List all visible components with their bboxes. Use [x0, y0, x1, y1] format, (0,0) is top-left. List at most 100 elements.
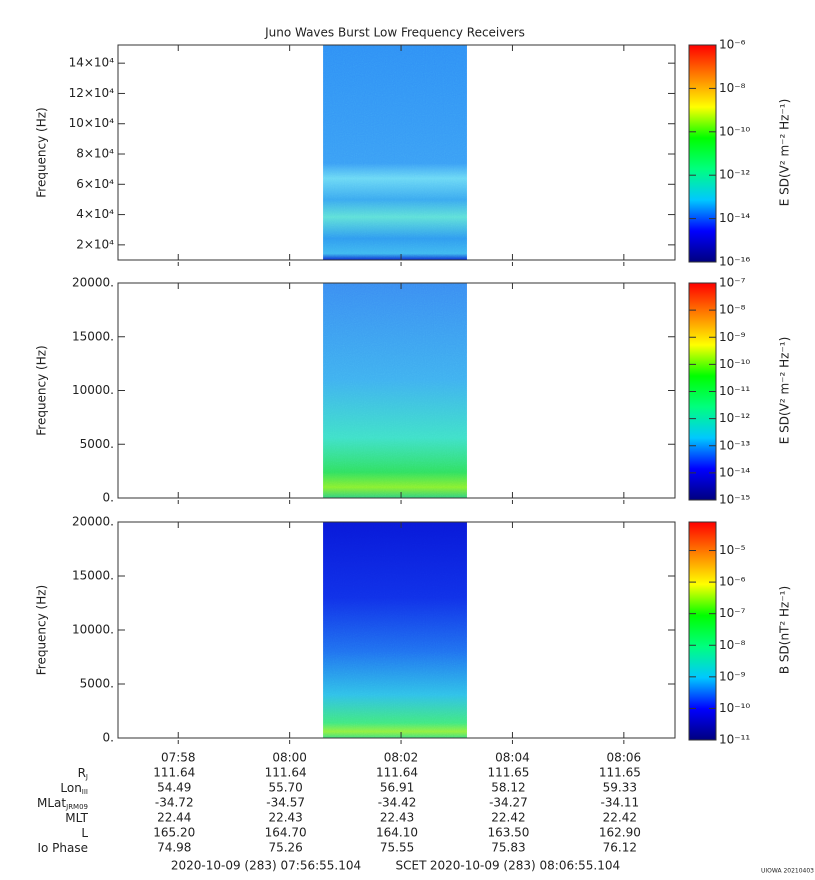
y-tick-label: 0.	[103, 491, 114, 505]
colorbar-tick-label: 10⁻⁸	[719, 303, 746, 317]
ephemeris-value: 74.98	[157, 841, 191, 855]
ephemeris-label: MLT	[65, 811, 88, 825]
colorbar-tick-label: 10⁻¹²	[719, 411, 750, 425]
colorbar-tick-label: 10⁻¹¹	[719, 733, 750, 747]
y-tick-label: 6×10⁴	[76, 177, 114, 191]
ephemeris-label: Io Phase	[37, 841, 88, 855]
ephemeris-value: -34.72	[155, 796, 194, 810]
y-axis-label: Frequency (Hz)	[35, 107, 49, 198]
x-tick-label: 08:06	[607, 751, 642, 765]
colorbar-tick-label: 10⁻⁸	[719, 81, 746, 95]
ephemeris-value: -34.11	[601, 796, 640, 810]
y-tick-label: 10000.	[72, 383, 114, 397]
footer-frame: SCET	[396, 859, 428, 873]
y-tick-label: 15000.	[72, 329, 114, 343]
y-tick-label: 15000.	[72, 569, 114, 583]
y-tick-label: 12×10⁴	[69, 86, 115, 100]
ephemeris-value: 111.65	[487, 766, 529, 780]
y-tick-label: 2×10⁴	[76, 237, 114, 251]
footer-start: 2020-10-09 (283) 07:56:55.104	[171, 859, 361, 873]
colorbar-tick-label: 10⁻¹⁵	[719, 493, 750, 507]
colorbar-tick-label: 10⁻¹⁴	[719, 211, 750, 225]
ephemeris-value: 22.43	[380, 811, 414, 825]
x-tick-label: 08:00	[272, 751, 307, 765]
colorbar-tick-label: 10⁻¹¹	[719, 384, 750, 398]
footer-end: 2020-10-09 (283) 08:06:55.104	[430, 859, 620, 873]
ephemeris-label: RJ	[78, 766, 88, 782]
speckle	[323, 45, 467, 260]
colorbar-tick-label: 10⁻¹²	[719, 168, 750, 182]
ephemeris-label: MLatJRM09	[37, 796, 88, 812]
ephemeris-label-text: MLT	[65, 811, 88, 825]
colorbar-label: B SD(nT² Hz⁻¹)	[778, 586, 792, 674]
ephemeris-label-text: R	[78, 766, 86, 780]
y-tick-label: 8×10⁴	[76, 147, 114, 161]
y-tick-label: 4×10⁴	[76, 207, 114, 221]
colorbar-tick-label: 10⁻⁹	[719, 669, 746, 683]
ephemeris-value: -34.57	[266, 796, 305, 810]
y-tick-label: 0.	[103, 731, 114, 745]
ephemeris-value: 162.90	[599, 826, 641, 840]
colorbar-tick-label: 10⁻¹⁴	[719, 465, 750, 479]
colorbar-tick-label: 10⁻⁶	[719, 38, 746, 52]
ephemeris-label: L	[81, 826, 88, 840]
colorbar	[688, 44, 717, 263]
ephemeris-value: 22.42	[491, 811, 525, 825]
ephemeris-label-sub: J	[85, 773, 88, 781]
y-tick-label: 10000.	[72, 623, 114, 637]
y-tick-label: 14×10⁴	[69, 56, 115, 70]
colorbar-tick-label: 10⁻¹⁰	[719, 357, 750, 371]
colorbar-tick-label: 10⁻¹⁰	[719, 124, 750, 138]
ephemeris-value: 164.70	[265, 826, 307, 840]
y-axis-label: Frequency (Hz)	[35, 585, 49, 676]
ephemeris-value: 58.12	[491, 781, 525, 795]
ephemeris-value: 56.91	[380, 781, 414, 795]
ephemeris-label-text: L	[81, 826, 88, 840]
x-tick-label: 08:02	[384, 751, 419, 765]
x-tick-label: 07:58	[161, 751, 196, 765]
ephemeris-value: 164.10	[376, 826, 418, 840]
y-tick-label: 5000.	[80, 677, 114, 691]
ephemeris-value: 165.20	[153, 826, 195, 840]
chart-title: Juno Waves Burst Low Frequency Receivers	[264, 26, 525, 40]
ephemeris-label: LonIII	[60, 781, 88, 797]
plot-frame	[117, 44, 676, 261]
colorbar-tick-label: 10⁻⁷	[719, 606, 746, 620]
ephemeris-value: 22.44	[157, 811, 191, 825]
x-tick-label: 08:04	[495, 751, 530, 765]
ephemeris-value: 22.43	[268, 811, 302, 825]
ephemeris-value: 22.42	[603, 811, 637, 825]
y-axis-label: Frequency (Hz)	[35, 345, 49, 436]
colorbar-tick-label: 10⁻¹³	[719, 438, 750, 452]
ephemeris-value: 75.26	[268, 841, 302, 855]
ephemeris-value: 75.83	[491, 841, 525, 855]
ephemeris-value: 75.55	[380, 841, 414, 855]
ephemeris-label-text: Lon	[60, 781, 81, 795]
ephemeris-value: 76.12	[603, 841, 637, 855]
colorbar-tick-label: 10⁻⁷	[719, 276, 746, 290]
ephemeris-value: 54.49	[157, 781, 191, 795]
ephemeris-label-sub: JRM09	[65, 803, 88, 811]
ephemeris-label-text: MLat	[37, 796, 66, 810]
y-tick-label: 20000.	[72, 515, 114, 529]
colorbar-tick-label: 10⁻¹⁶	[719, 255, 750, 269]
colorbar-tick-label: 10⁻⁸	[719, 638, 746, 652]
ephemeris-label-sub: III	[82, 788, 88, 796]
y-tick-label: 5000.	[80, 437, 114, 451]
credit: UIOWA 20210403	[761, 868, 814, 875]
y-tick-label: 20000.	[72, 276, 114, 290]
ephemeris-value: -34.42	[378, 796, 417, 810]
ephemeris-value: 111.65	[599, 766, 641, 780]
speckle	[323, 283, 467, 498]
ephemeris-value: 111.64	[265, 766, 307, 780]
ephemeris-value: 59.33	[603, 781, 637, 795]
colorbar-tick-label: 10⁻⁹	[719, 330, 746, 344]
colorbar-tick-label: 10⁻⁵	[719, 543, 746, 557]
ephemeris-value: 111.64	[376, 766, 418, 780]
ephemeris-value: -34.27	[489, 796, 528, 810]
colorbar-tick-label: 10⁻⁶	[719, 575, 746, 589]
ephemeris-value: 163.50	[487, 826, 529, 840]
colorbar-tick-label: 10⁻¹⁰	[719, 701, 750, 715]
colorbar-label: E SD(V² m⁻² Hz⁻¹)	[778, 99, 792, 207]
